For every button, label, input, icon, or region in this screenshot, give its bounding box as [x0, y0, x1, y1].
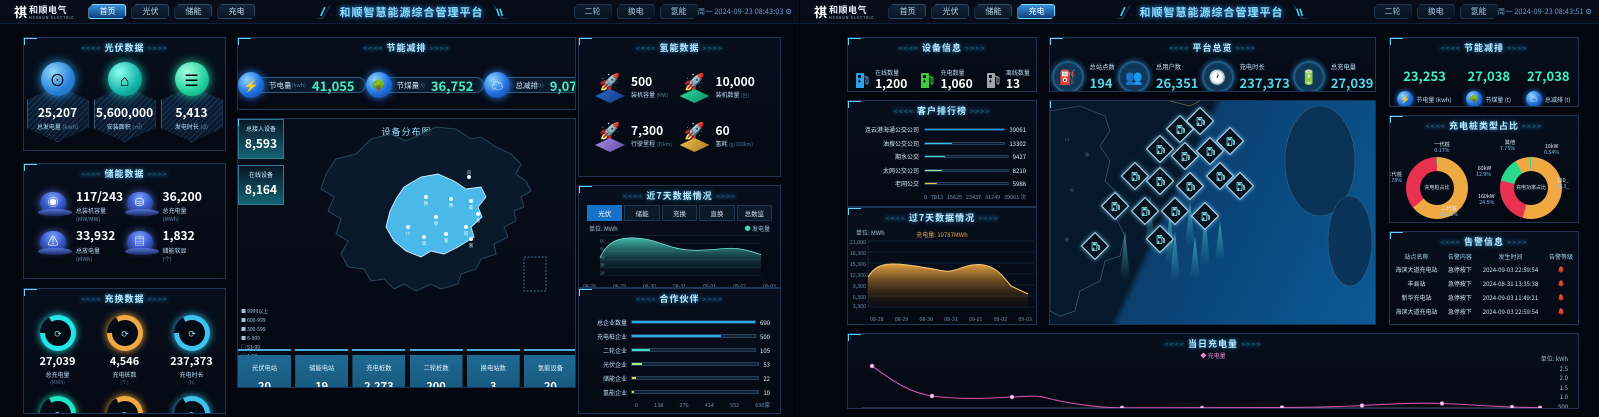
svg-text:04:00: 04:00	[1145, 408, 1161, 409]
svg-text:20: 20	[600, 270, 604, 276]
svg-text:12,300: 12,300	[850, 271, 866, 279]
svg-text:9,300: 9,300	[853, 282, 866, 290]
svg-text:陕: 陕	[424, 200, 429, 207]
svg-text:60: 60	[600, 239, 604, 245]
svg-text:01:00: 01:00	[935, 408, 951, 409]
svg-text:6,300: 6,300	[853, 293, 866, 301]
svg-text:京: 京	[467, 169, 472, 176]
svg-text:02:00: 02:00	[1005, 408, 1021, 409]
svg-text:浙: 浙	[469, 242, 474, 249]
svg-text:08:00: 08:00	[1425, 408, 1441, 409]
svg-text:3,300: 3,300	[853, 302, 866, 310]
svg-text:湘: 湘	[444, 237, 448, 244]
svg-text:40: 40	[600, 255, 604, 261]
svg-text:50: 50	[600, 247, 604, 253]
svg-text:03:00: 03:00	[1075, 408, 1091, 409]
svg-text:21,000: 21,000	[850, 239, 866, 246]
svg-text:川: 川	[1065, 137, 1069, 143]
svg-text:豫: 豫	[449, 202, 454, 209]
svg-text:09:00: 09:00	[1495, 408, 1511, 409]
svg-text:渝: 渝	[422, 240, 427, 247]
svg-text:06:00: 06:00	[1285, 408, 1301, 409]
svg-text:皖: 皖	[464, 230, 469, 237]
svg-text:18,300: 18,300	[850, 249, 866, 257]
svg-text:07:00: 07:00	[1355, 408, 1371, 409]
svg-text:05:00: 05:00	[1215, 408, 1231, 409]
svg-text:苏: 苏	[476, 217, 481, 224]
svg-text:云: 云	[1070, 187, 1074, 193]
svg-text:贵: 贵	[1065, 236, 1069, 243]
svg-text:鲁: 鲁	[469, 204, 473, 211]
svg-text:渝: 渝	[1085, 151, 1089, 158]
svg-text:00:00: 00:00	[865, 408, 881, 409]
svg-text:30: 30	[600, 263, 604, 269]
svg-text:鄂: 鄂	[434, 220, 439, 227]
svg-text:川: 川	[406, 231, 410, 237]
svg-text:15,300: 15,300	[850, 260, 866, 268]
